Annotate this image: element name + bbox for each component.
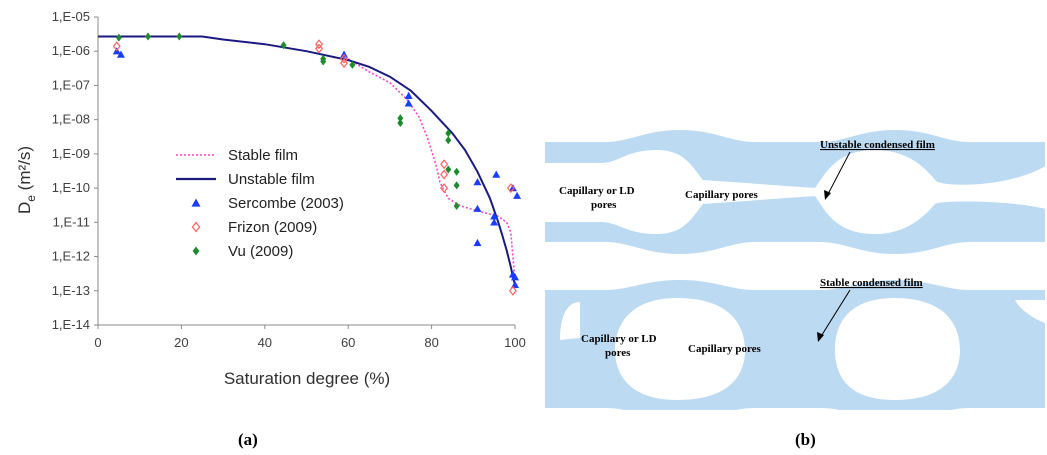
series-line-1	[98, 35, 516, 286]
y-tick-label: 1,E-07	[52, 77, 90, 92]
unstable-left-pore-label-1: Capillary or LD	[559, 185, 635, 197]
y-tick-label: 1,E-06	[52, 43, 90, 58]
y-tick-label: 1,E-13	[52, 283, 90, 298]
data-point	[445, 129, 452, 138]
legend-label: Frizon (2009)	[228, 219, 317, 236]
data-point	[513, 191, 522, 199]
x-tick-label: 0	[94, 335, 101, 350]
stable-mid-pore-label: Capillary pores	[688, 343, 762, 355]
stable-arrow-head	[817, 332, 824, 342]
data-point	[145, 32, 152, 41]
data-point	[176, 32, 183, 41]
data-point	[397, 118, 404, 127]
stable-left-pore-label-1: Capillary or LD	[581, 333, 657, 345]
unstable-arrow-head	[824, 190, 831, 200]
data-point	[453, 202, 460, 211]
data-point	[473, 238, 482, 247]
panel-label-b: (b)	[795, 430, 816, 449]
data-point	[506, 183, 515, 194]
data-point	[397, 114, 404, 123]
data-point	[404, 91, 413, 99]
legend-swatch	[192, 246, 200, 256]
data-point	[453, 167, 460, 176]
x-tick-label: 20	[174, 335, 188, 350]
stable-film-caption: Stable condensed film	[820, 277, 923, 289]
data-point	[453, 181, 460, 190]
data-point	[315, 43, 323, 54]
data-point	[404, 99, 413, 107]
data-point	[112, 41, 121, 52]
data-point	[116, 50, 125, 58]
data-point	[115, 33, 122, 42]
data-point	[511, 273, 519, 281]
unstable-film-pore-network: Unstable condensed film Capillary or LD …	[545, 130, 1045, 254]
data-point	[280, 41, 287, 50]
y-tick-label: 1,E-05	[52, 9, 90, 24]
stable-left-pore-label-2: pores	[605, 347, 631, 359]
legend-label: Sercombe (2003)	[228, 195, 344, 212]
data-point	[445, 136, 452, 145]
y-tick-label: 1,E-08	[52, 112, 90, 127]
x-tick-label: 60	[341, 335, 355, 350]
data-point	[473, 178, 482, 186]
x-tick-label: 100	[504, 335, 526, 350]
data-point	[473, 204, 482, 212]
y-axis-label: De (m²/s)	[15, 146, 38, 214]
x-tick-label: 80	[424, 335, 438, 350]
x-tick-label: 40	[258, 335, 272, 350]
unstable-pore-body	[545, 130, 1045, 254]
chart-a: 1,E-14 1,E-13 1,E-12 1,E-11 1,E-10 1,E-09 1,E-…	[15, 9, 526, 388]
legend-label: Vu (2009)	[228, 243, 293, 260]
data-point	[349, 60, 356, 69]
data-point	[490, 212, 499, 220]
data-point	[440, 169, 449, 180]
chart-axes: 1,E-14 1,E-13 1,E-12 1,E-11 1,E-10 1,E-09 1,E-…	[52, 9, 526, 350]
data-point	[445, 165, 452, 174]
unstable-film-caption: Unstable condensed film	[820, 139, 935, 151]
unstable-left-pore-label-2: pores	[591, 199, 617, 211]
y-tick-label: 1,E-12	[52, 249, 90, 264]
legend-label: Unstable film	[228, 171, 315, 188]
diagram-b: Unstable condensed film Capillary or LD …	[545, 130, 1045, 410]
legend-label: Stable film	[228, 147, 298, 164]
chart-legend: Stable film Unstable film Sercombe (2003) F…	[176, 147, 344, 260]
legend-swatch	[191, 198, 201, 207]
x-axis-label: Saturation degree (%)	[224, 369, 390, 388]
data-point	[315, 39, 323, 50]
chart-curves	[98, 35, 516, 286]
stable-film-pore-network: Stable condensed film Capillary or LD po…	[545, 277, 1045, 410]
data-point	[340, 58, 348, 69]
y-tick-label: 1,E-09	[52, 146, 90, 161]
data-point	[490, 218, 499, 226]
data-point	[508, 184, 517, 192]
y-tick-label: 1,E-11	[53, 214, 90, 229]
y-tick-label: 1,E-14	[52, 317, 90, 332]
panel-label-a: (a)	[238, 430, 258, 449]
legend-swatch	[191, 221, 201, 233]
series-line-0	[347, 58, 516, 281]
y-tick-label: 1,E-10	[52, 180, 90, 195]
stable-film-arrow	[819, 289, 851, 339]
data-point	[492, 170, 501, 178]
data-point	[440, 183, 449, 194]
data-point	[508, 285, 517, 296]
data-point	[440, 159, 449, 170]
unstable-mid-pore-label: Capillary pores	[685, 189, 759, 201]
data-point	[340, 53, 348, 64]
unstable-film-arrow	[826, 151, 851, 197]
stable-pore-body	[545, 280, 1045, 410]
data-point	[320, 57, 327, 66]
chart-points	[112, 32, 522, 296]
